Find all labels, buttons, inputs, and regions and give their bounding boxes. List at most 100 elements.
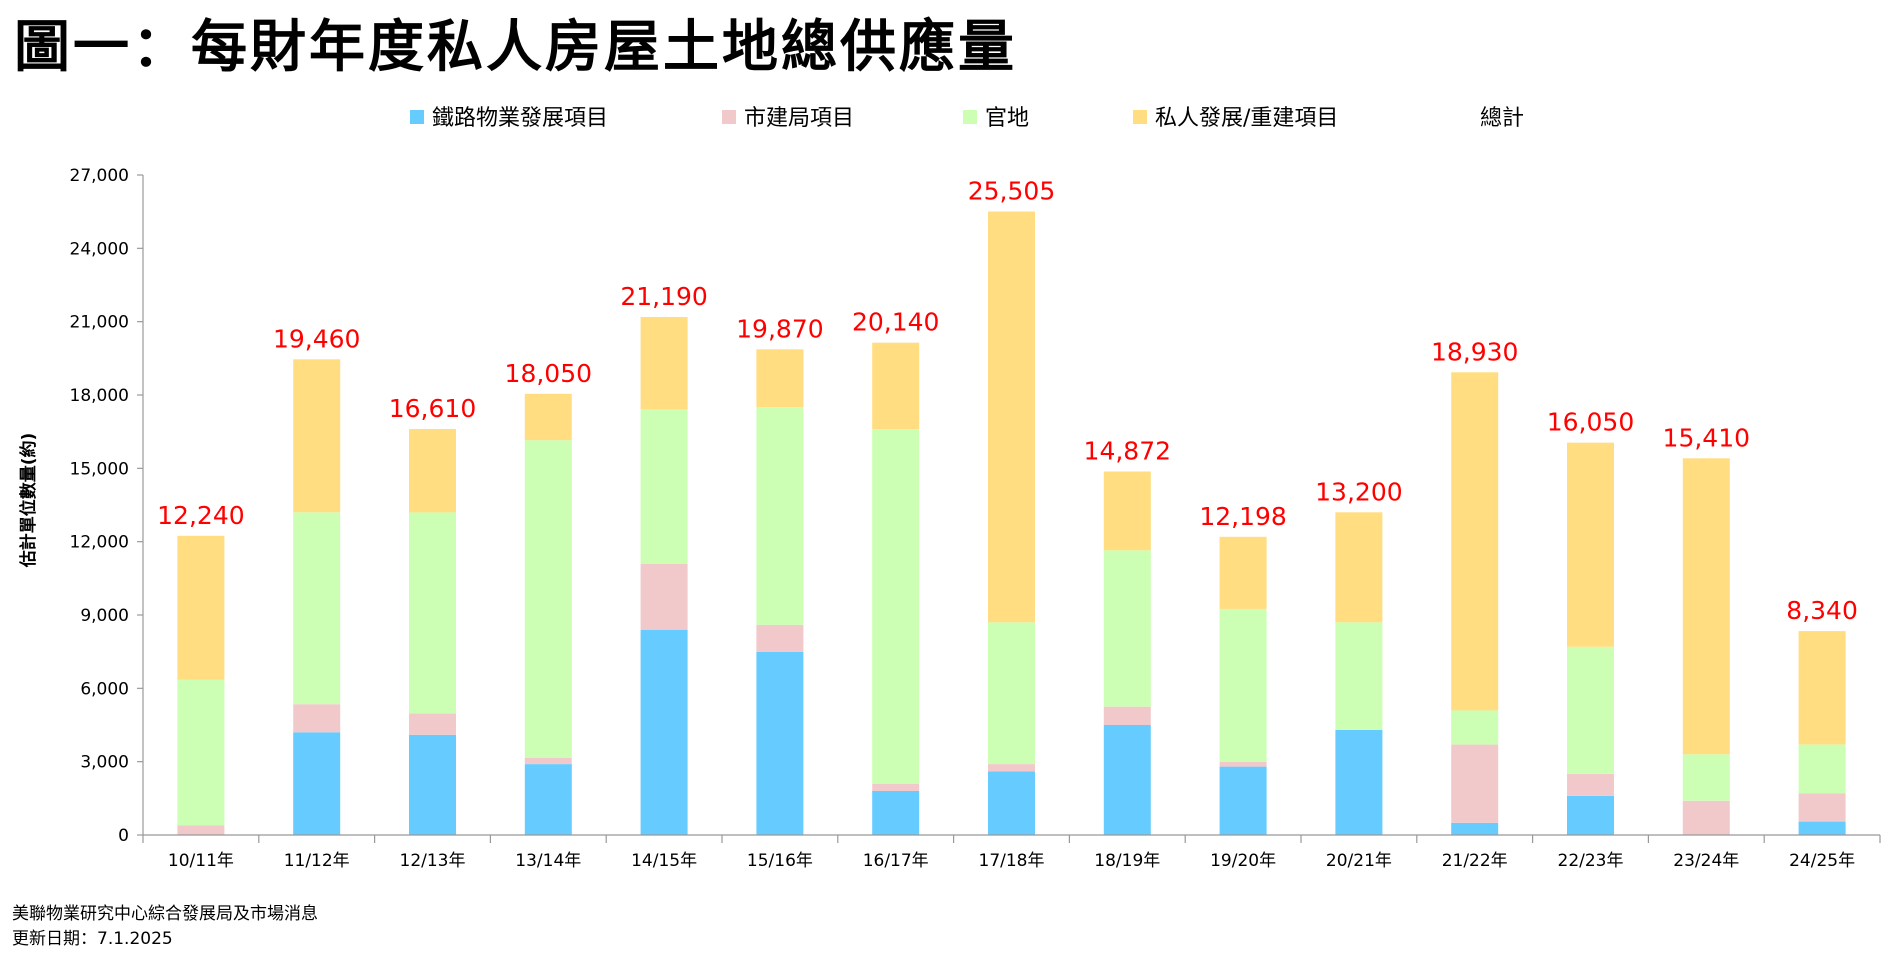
legend-swatch xyxy=(1133,110,1147,124)
y-tick-label: 9,000 xyxy=(80,606,129,626)
bar-segment xyxy=(1567,773,1614,796)
legend-label: 官地 xyxy=(985,106,1029,131)
x-tick-label: 23/24年 xyxy=(1673,851,1739,871)
bar-segment xyxy=(1567,795,1614,835)
source-note: 美聯物業研究中心綜合發展局及市場消息 xyxy=(12,904,318,924)
bar-segment xyxy=(1682,754,1730,801)
total-data-label: 16,050 xyxy=(1547,408,1634,437)
bar-segment xyxy=(1451,710,1499,745)
total-data-label: 21,190 xyxy=(620,282,707,311)
bar-segment xyxy=(1219,766,1267,835)
y-tick-label: 21,000 xyxy=(70,313,129,333)
bar-segment xyxy=(1451,822,1499,835)
bar-segment xyxy=(409,429,456,513)
bar-segment xyxy=(1451,372,1499,711)
bar-segment xyxy=(756,624,804,652)
bar-segment xyxy=(1798,793,1846,822)
total-data-label: 16,610 xyxy=(389,394,476,423)
legend-swatch xyxy=(722,110,736,124)
y-tick-label: 12,000 xyxy=(70,533,129,553)
bar-segment xyxy=(1567,646,1614,774)
x-tick-label: 22/23年 xyxy=(1558,851,1624,871)
total-data-label: 20,140 xyxy=(852,308,939,337)
total-data-label: 19,460 xyxy=(273,324,360,353)
bar-segment xyxy=(872,783,920,791)
y-tick-label: 3,000 xyxy=(80,753,129,773)
bar-segment xyxy=(177,679,225,826)
legend-label: 市建局項目 xyxy=(744,106,854,131)
bar-segment xyxy=(1219,608,1267,762)
bar-segment xyxy=(1335,729,1383,835)
bar-segment xyxy=(293,732,341,835)
bar-segment xyxy=(409,512,456,714)
bar-segment xyxy=(524,440,572,758)
bar-segment xyxy=(177,825,225,835)
bar-segment xyxy=(1103,725,1151,835)
x-tick-label: 21/22年 xyxy=(1442,851,1508,871)
bar-segment xyxy=(1219,536,1267,609)
bar-segment xyxy=(1103,706,1151,725)
bar-segment xyxy=(640,317,688,410)
bar-segment xyxy=(988,622,1035,765)
bar-segment xyxy=(293,359,341,513)
bar-segment xyxy=(640,629,688,835)
y-tick-label: 18,000 xyxy=(70,386,129,406)
bar-segment xyxy=(640,563,688,630)
x-tick-label: 18/19年 xyxy=(1094,851,1160,871)
y-tick-label: 24,000 xyxy=(70,239,129,259)
bar-segment xyxy=(293,512,341,705)
bar-segment xyxy=(756,349,804,408)
legend-swatch xyxy=(410,110,424,124)
bar-segment xyxy=(177,535,225,680)
total-data-label: 14,872 xyxy=(1084,437,1171,466)
chart-legend: 鐵路物業發展項目 市建局項目 官地 私人發展/重建項目 總計 xyxy=(410,106,1524,131)
bar-segment xyxy=(1219,761,1267,767)
x-tick-label: 17/18年 xyxy=(979,851,1045,871)
stacked-bar-chart: 鐵路物業發展項目 市建局項目 官地 私人發展/重建項目 總計 估計單位數量(約) 10/… xyxy=(18,106,1881,871)
y-tick-label: 6,000 xyxy=(80,679,129,699)
bar-segment xyxy=(524,393,572,441)
bar-segment xyxy=(1682,458,1730,755)
x-tick-label: 13/14年 xyxy=(515,851,581,871)
bar-segment xyxy=(872,791,920,835)
bar-segment xyxy=(1798,631,1846,745)
legend-label: 私人發展/重建項目 xyxy=(1155,106,1338,131)
total-data-label: 12,240 xyxy=(157,501,244,530)
bar-segment xyxy=(1798,821,1846,835)
bar-segment xyxy=(1567,442,1614,647)
page-title: 圖一：每財年度私人房屋土地總供應量 xyxy=(14,15,1017,80)
total-data-label: 18,930 xyxy=(1431,337,1518,366)
total-data-label: 12,198 xyxy=(1199,502,1286,531)
bar-segment xyxy=(409,734,456,835)
x-tick-label: 11/12年 xyxy=(284,851,350,871)
legend-swatch xyxy=(963,110,977,124)
bar-segment xyxy=(524,764,572,835)
chart-footer: 美聯物業研究中心綜合發展局及市場消息 更新日期：7.1.2025 xyxy=(12,902,318,952)
bar-segment xyxy=(988,764,1035,772)
bar-segment xyxy=(1798,744,1846,794)
axes-group: 10/11年 11/12年 12/13年 13/14年 14/15年 15/16年 16/1… xyxy=(70,166,1881,871)
y-tick-label: 15,000 xyxy=(70,459,129,479)
bar-segment xyxy=(1335,512,1383,623)
update-date: 更新日期：7.1.2025 xyxy=(12,929,173,949)
y-axis-label: 估計單位數量(約) xyxy=(18,433,39,569)
x-tick-label: 20/21年 xyxy=(1326,851,1392,871)
bar-segment xyxy=(1103,471,1151,551)
x-tick-label: 24/25年 xyxy=(1789,851,1855,871)
bar-segment xyxy=(1335,622,1383,730)
bar-segment xyxy=(872,342,920,430)
total-data-label: 8,340 xyxy=(1786,596,1858,625)
bar-segment xyxy=(756,407,804,625)
bar-segment xyxy=(988,771,1035,835)
y-tick-label: 0 xyxy=(118,826,129,846)
legend-label: 鐵路物業發展項目 xyxy=(432,106,608,131)
x-tick-label: 16/17年 xyxy=(863,851,929,871)
total-data-label: 15,410 xyxy=(1663,423,1750,452)
x-tick-label: 14/15年 xyxy=(631,851,697,871)
y-tick-label: 27,000 xyxy=(70,166,129,186)
x-tick-label: 12/13年 xyxy=(400,851,466,871)
total-data-label: 18,050 xyxy=(505,359,592,388)
total-labels-group: 12,240 19,460 16,610 18,050 21,190 19,870 20,1… xyxy=(157,177,1858,626)
bar-segment xyxy=(756,651,804,835)
bar-segment xyxy=(409,713,456,735)
